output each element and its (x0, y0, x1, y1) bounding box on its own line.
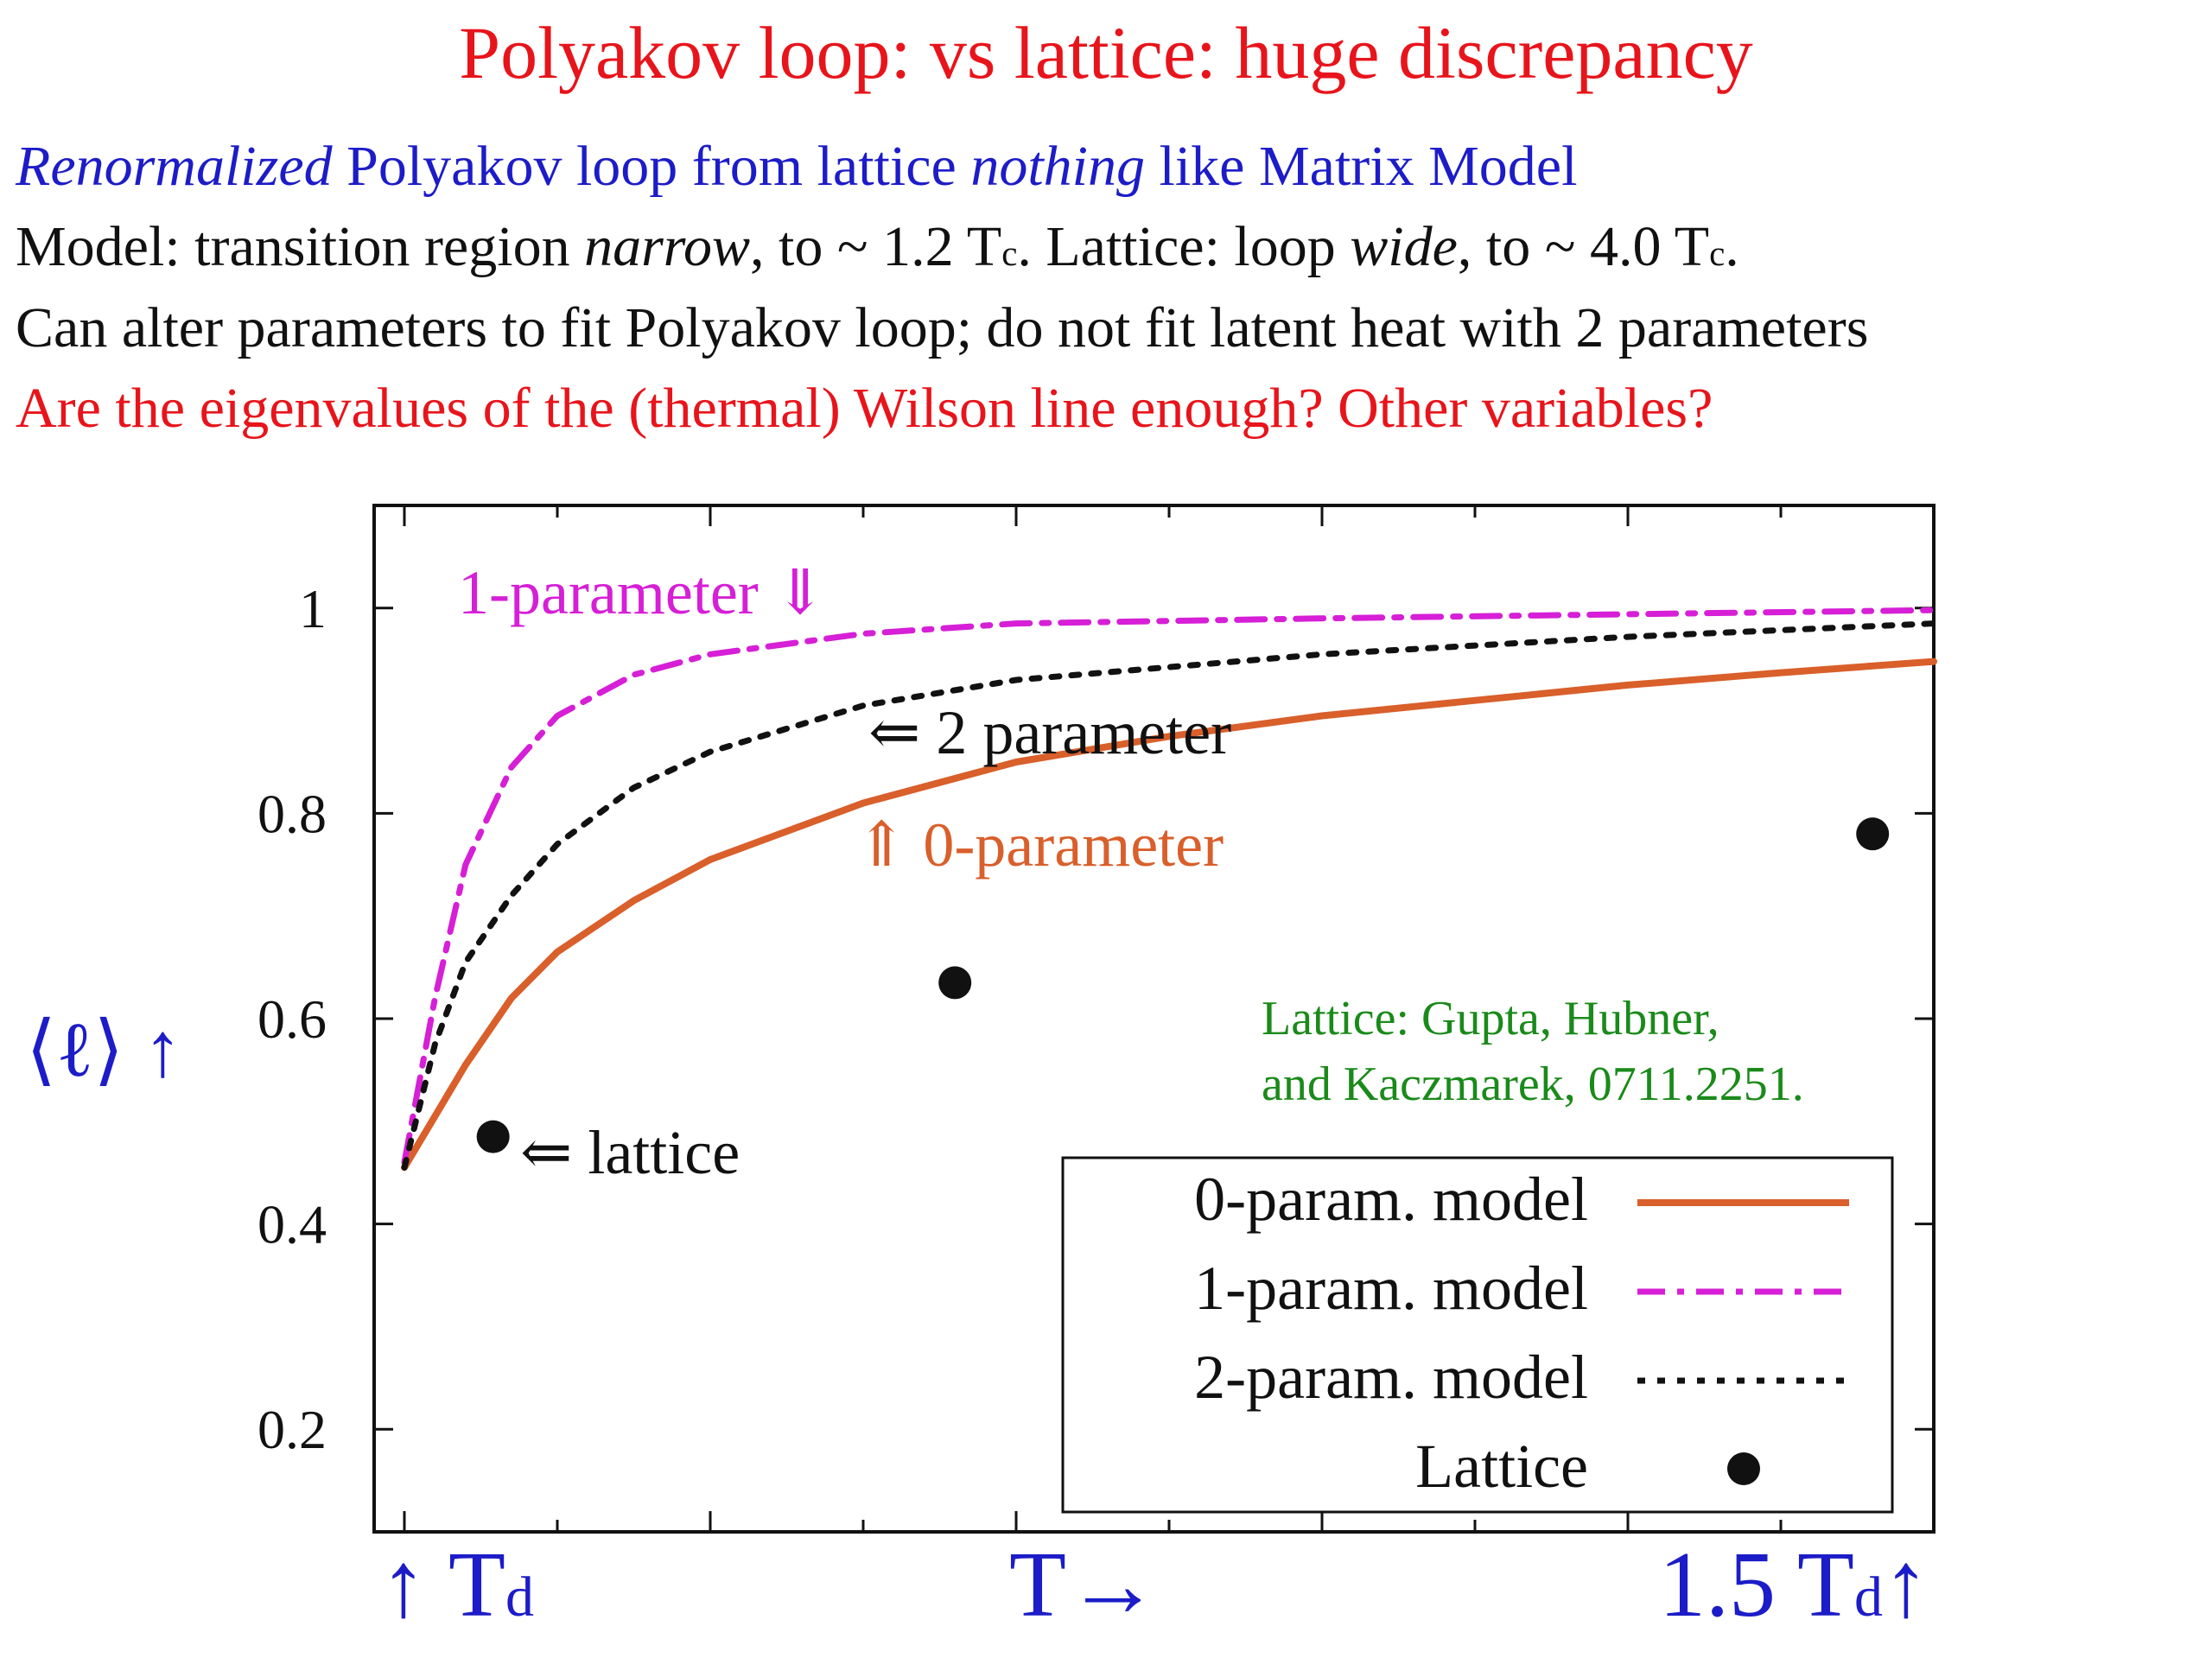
y-tick-label: 0.4 (257, 1194, 327, 1255)
line1-part-d: like Matrix Model (1145, 135, 1578, 198)
narrow-text: narrow (584, 215, 751, 278)
x-label-right-arrow: ↑ (1883, 1534, 1929, 1636)
x-label-left: ↑ Td (380, 1534, 534, 1636)
x-ticks (403, 505, 1936, 1532)
wide-text: wide (1350, 215, 1458, 278)
y-tick-label: 0.8 (257, 783, 327, 844)
slide-title: Polyakov loop: vs lattice: huge discrepa… (459, 11, 1753, 94)
line2-part-d: . Lattice: loop (1017, 215, 1351, 278)
y-tick-label: 0.2 (257, 1399, 327, 1460)
text-line-4: Are the eigenvalues of the (thermal) Wil… (16, 377, 1713, 440)
x-label-right-sub: d (1854, 1566, 1883, 1629)
nothing-text: nothing (970, 135, 1145, 198)
x-label-right-main: 1.5 T (1659, 1534, 1854, 1636)
legend-label-0-param: 0-param. model (1194, 1165, 1588, 1234)
text-line-1: Renormalized Polyakov loop from lattice … (16, 138, 1577, 195)
legend-box (1061, 1156, 1894, 1514)
y-ticks: 0.2 0.4 0.6 0.8 1 (257, 578, 1934, 1460)
0-param-model-line (401, 657, 1937, 1172)
2-param-model-line (401, 620, 1937, 1171)
renormalized-text: Renormalized (16, 135, 333, 198)
line2-part-g: . (1725, 215, 1739, 278)
annotation-2-parameter: ⇐ 2 parameter (868, 698, 1231, 767)
line2-sub-2: c (1709, 234, 1726, 273)
annotation-0-parameter: ⇑ 0-parameter (855, 810, 1224, 880)
text-line-2: Model: transition region narrow, to ~ 1.… (16, 219, 1739, 276)
line2-part-f: , to ~ 4.0 T (1457, 215, 1710, 278)
reference-line-2: and Kaczmarek, 0711.2251. (1262, 1058, 1804, 1111)
text-line-3: Can alter parameters to fit Polyakov loo… (16, 296, 1869, 359)
x-label-left-sub: d (505, 1566, 534, 1629)
lattice-point (1856, 817, 1890, 851)
legend-swatch-lattice (1727, 1452, 1760, 1485)
legend-label-lattice: Lattice (1415, 1432, 1588, 1501)
legend-label-1-param: 1-param. model (1194, 1254, 1588, 1323)
lattice-point (938, 966, 972, 1000)
line2-sub-1: c (1001, 234, 1018, 273)
series-layer (401, 607, 1937, 1172)
legend: 0-param. model 1-param. model 2-param. m… (1061, 1156, 1894, 1514)
y-axis-label: ⟨ℓ⟩ ↑ (26, 1007, 182, 1093)
x-label-center: T→ (1009, 1534, 1160, 1636)
lattice-point (476, 1120, 510, 1153)
line2-part-c: , to ~ 1.2 T (750, 215, 1002, 278)
y-tick-label: 1 (299, 578, 327, 639)
x-label-right: 1.5 Td↑ (1659, 1534, 1929, 1636)
reference-line-1: Lattice: Gupta, Hubner, (1262, 992, 1719, 1045)
line2-part-a: Model: transition region (16, 215, 585, 278)
annotation-lattice: ⇐ lattice (520, 1118, 740, 1187)
line1-part-b: Polyakov loop from lattice (332, 135, 971, 198)
annotation-1-parameter: 1-parameter ⇓ (458, 558, 826, 627)
1-param-model-line (401, 607, 1937, 1166)
x-label-left-main: ↑ T (380, 1534, 505, 1636)
legend-label-2-param: 2-param. model (1194, 1343, 1588, 1412)
y-tick-label: 0.6 (257, 988, 327, 1050)
